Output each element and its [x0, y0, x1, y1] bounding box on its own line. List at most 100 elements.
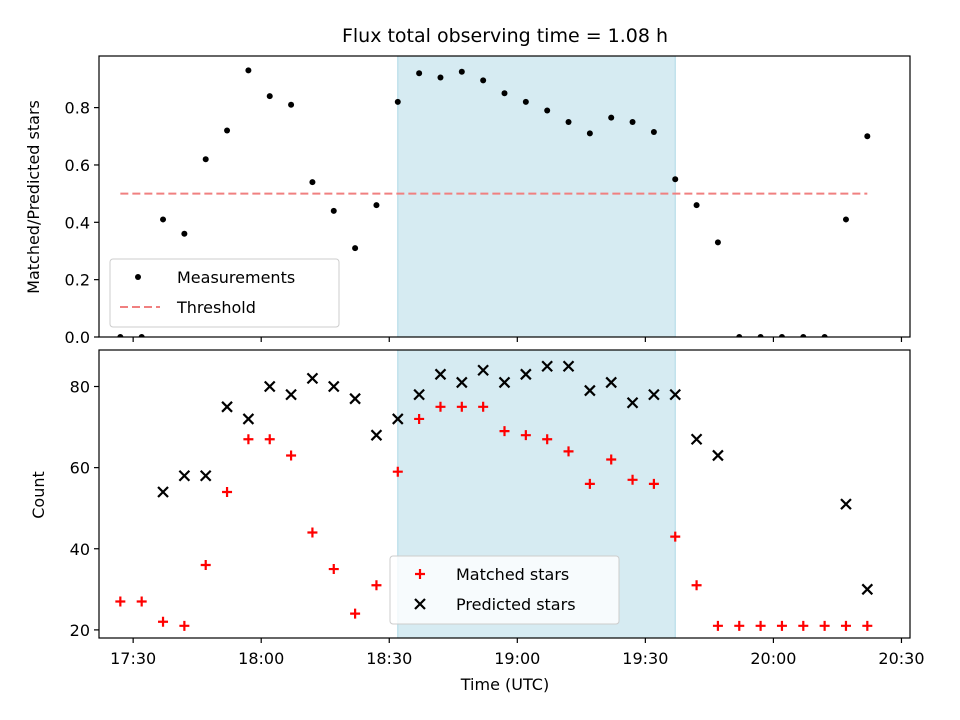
matched-stars-point [798, 620, 809, 631]
legend-marker-predicted [414, 598, 426, 610]
x-tick-label: 18:00 [238, 649, 284, 668]
matched-stars-point [862, 620, 873, 631]
legend-box [389, 555, 620, 625]
measurement-point [458, 68, 465, 75]
measurement-point [544, 107, 551, 114]
predicted-stars-point [477, 364, 489, 377]
measurement-point [864, 133, 871, 140]
matched-stars-point [499, 426, 510, 437]
x-tick-label: 17:30 [110, 649, 156, 668]
matched-stars-point [584, 478, 595, 489]
y-tick-label: 0.8 [65, 99, 90, 118]
matched-stars-point [158, 616, 169, 627]
y-tick-label: 0.0 [65, 328, 90, 347]
predicted-stars-point [221, 401, 233, 413]
predicted-stars-point [199, 469, 212, 482]
predicted-stars-point [690, 433, 703, 446]
matched-stars-point [435, 401, 446, 412]
bottom-axes-frame [98, 349, 911, 639]
measurement-point [117, 334, 124, 337]
matched-stars-point [222, 486, 233, 497]
bottom-legend: Matched stars Predicted stars [389, 555, 620, 625]
measurement-point [586, 130, 593, 137]
top-y-axis-label: Matched/Predicted stars [24, 100, 43, 294]
matched-stars-point [286, 450, 297, 461]
predicted-stars-point [861, 583, 874, 596]
matched-stars-point [648, 478, 659, 489]
measurement-point [245, 67, 252, 74]
measurement-point [266, 93, 273, 100]
predicted-stars-point [712, 449, 724, 462]
predicted-stars-point [541, 360, 553, 373]
matched-stars-point [776, 620, 787, 631]
predicted-stars-point [669, 388, 682, 401]
top-legend: Measurements Threshold [109, 258, 340, 328]
measurement-point [757, 334, 764, 337]
measurement-point [842, 216, 849, 223]
predicted-stars-point [285, 388, 297, 401]
measurement-point [224, 127, 231, 134]
top-panel-ratio-plot: 0.0 0.2 0.4 0.6 0.8 Measurements Threshold [65, 55, 911, 347]
x-tick-label: 19:00 [494, 649, 540, 668]
x-tick-label: 18:30 [366, 649, 412, 668]
matched-stars-point [200, 559, 211, 570]
predicted-stars-point [263, 380, 276, 393]
measurement-point [330, 207, 337, 214]
matched-stars-point [456, 401, 467, 412]
bottom-y-axis-label: Count [29, 471, 48, 519]
legend-box [109, 258, 340, 328]
matched-stars-point [115, 596, 126, 607]
measurement-point [160, 216, 167, 223]
predicted-stars-point [242, 413, 255, 425]
matched-stars-point [542, 434, 553, 445]
matched-stars-point [755, 620, 766, 631]
measurement-point [394, 98, 401, 105]
measurement-point [650, 128, 657, 135]
bottom-panel-count-plot: 20 40 60 80 17:30 18:00 18:30 19:00 19:30 20:00 20… [70, 349, 925, 668]
matched-stars-point [712, 620, 723, 631]
legend-label-matched: Matched stars [456, 565, 569, 584]
predicted-stars-point [306, 372, 319, 385]
predicted-stars-point [349, 392, 361, 405]
predicted-stars-point [178, 469, 191, 482]
x-tick-label: 19:30 [622, 649, 668, 668]
measurement-point [181, 230, 188, 237]
top-axes-frame [98, 55, 911, 338]
measurement-point [714, 239, 721, 246]
measurement-point [522, 98, 529, 105]
predicted-stars-point [392, 413, 404, 425]
x-tick-label: 20:00 [750, 649, 796, 668]
matched-stars-point [350, 608, 361, 619]
measurement-point [501, 90, 508, 97]
measurement-point [778, 334, 785, 337]
y-tick-label: 80 [70, 378, 90, 397]
top-plot-area [117, 56, 871, 337]
measurement-point [288, 101, 295, 108]
measurement-point [416, 70, 423, 77]
measurement-point [202, 156, 209, 163]
measurement-point [693, 202, 700, 209]
predicted-stars-point [605, 376, 617, 389]
series-predicted-stars [157, 360, 874, 596]
measurement-point [480, 77, 487, 84]
predicted-stars-point [327, 380, 340, 393]
predicted-stars-point [370, 429, 383, 441]
y-tick-label: 40 [70, 540, 90, 559]
matched-stars-point [670, 531, 681, 542]
measurement-point [309, 179, 316, 186]
y-tick-label: 20 [70, 621, 90, 640]
measurement-point [437, 74, 444, 81]
matched-stars-point [264, 434, 275, 445]
measurement-point [736, 334, 743, 337]
matched-stars-point [563, 446, 574, 457]
measurement-point [821, 334, 828, 337]
matched-stars-point [371, 580, 382, 591]
measurement-point [373, 202, 380, 209]
observing-window-shade [397, 56, 676, 337]
chart-title: Flux total observing time = 1.08 h [342, 25, 668, 47]
predicted-stars-point [648, 388, 660, 401]
y-tick-label: 0.6 [65, 156, 90, 175]
predicted-stars-point [840, 498, 852, 510]
legend-label-measurements: Measurements [177, 268, 295, 287]
